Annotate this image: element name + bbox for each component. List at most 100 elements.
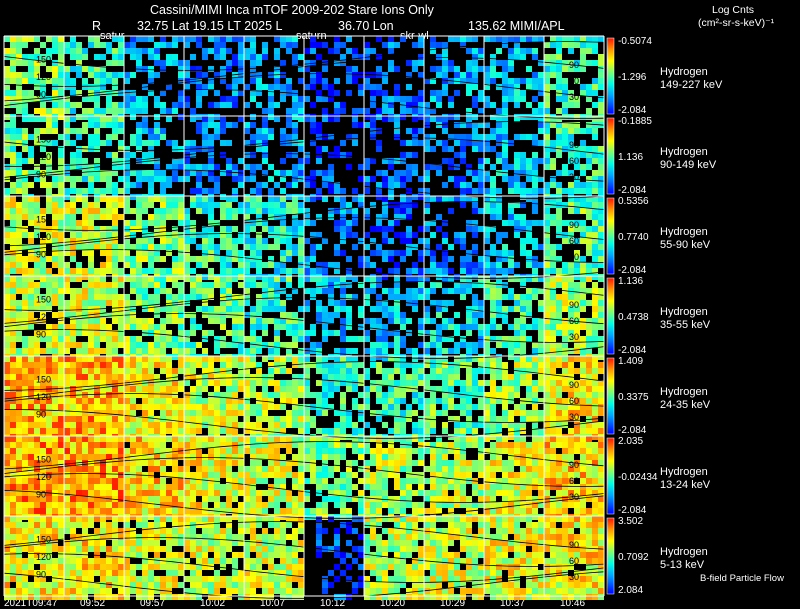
bfield-label: B-field Particle Flow	[700, 573, 784, 584]
colorbar-tick: 2.084	[618, 584, 644, 596]
row-label: Hydrogen 149-227 keV	[660, 66, 722, 92]
contour-label: 90	[36, 170, 46, 180]
x-tick-label: 2021T09:47	[4, 598, 58, 609]
contour-label: 30	[569, 172, 579, 182]
colorbar-tick: -2.084	[618, 504, 647, 516]
lat-lt-label: 32.75 Lat 19.15 LT 2025 L	[137, 19, 283, 33]
colorbar	[606, 517, 615, 595]
row-species: Hydrogen	[660, 306, 708, 319]
contour-label: 90	[569, 380, 579, 390]
contour-label: 150	[36, 454, 51, 464]
colorbar-tick: 1.136	[618, 152, 644, 163]
colorbar	[606, 117, 615, 195]
contour-label: 90	[569, 460, 579, 470]
contour-label: 120	[36, 472, 51, 482]
contour-label: 30	[569, 412, 579, 422]
x-tick-label: 09:52	[80, 598, 106, 609]
contour-label: 150	[36, 374, 51, 384]
contour-label: 120	[36, 312, 51, 322]
contour-label: 90	[569, 300, 579, 310]
row-label: Hydrogen 13-24 keV	[660, 466, 710, 492]
x-tick-label: 09:57	[140, 598, 166, 609]
row-species: Hydrogen	[660, 386, 708, 399]
contour-label: 30	[569, 572, 579, 582]
heatmap-cells	[4, 36, 604, 600]
colorbar	[606, 197, 615, 275]
contour-label: 120	[36, 72, 51, 82]
contour-label: 90	[569, 220, 579, 230]
contour-label: 90	[36, 250, 46, 260]
colorbar-tick: 2.035	[618, 436, 644, 447]
contour-label: 60	[569, 556, 579, 566]
contour-label: 60	[569, 76, 579, 86]
colorbar-tick: 0.4738	[618, 312, 649, 323]
colorbar-tick: -0.1885	[618, 116, 652, 127]
colorbar-tick: -0.02434	[618, 472, 658, 483]
colorbar-tick: -2.084	[618, 424, 647, 436]
row-energy: 90-149 keV	[660, 159, 717, 172]
row-label: Hydrogen 90-149 keV	[660, 146, 716, 172]
contour-label: 90	[36, 410, 46, 420]
row-species: Hydrogen	[660, 226, 708, 239]
row-species: Hydrogen	[660, 66, 708, 79]
contour-label: 30	[569, 492, 579, 502]
contour-label: 30	[569, 92, 579, 102]
contour-label: 150	[36, 134, 51, 144]
contour-label: 60	[569, 396, 579, 406]
contour-label: 90	[569, 540, 579, 550]
row-label: Hydrogen 5-13 keV	[660, 546, 708, 572]
row-energy: 24-35 keV	[660, 399, 711, 412]
contour-label: 60	[569, 156, 579, 166]
x-tick-label: 10:12	[320, 598, 346, 609]
contour-label: 90	[36, 330, 46, 340]
r-label: R	[92, 19, 102, 33]
contour-label: 150	[36, 294, 51, 304]
colorbar-tick: 0.5356	[618, 196, 649, 207]
colorbar-tick: 1.409	[618, 356, 644, 367]
colorbar-tick: -2.084	[618, 344, 647, 356]
row-species: Hydrogen	[660, 546, 708, 559]
x-tick-label: 10:20	[380, 598, 406, 609]
colorbar-tick: 1.136	[618, 276, 644, 287]
row-species: Hydrogen	[660, 146, 708, 159]
units-line2: (cm²-sr-s-keV)⁻¹	[698, 17, 775, 29]
colorbar-tick: -2.084	[618, 264, 647, 276]
colorbar	[606, 277, 615, 355]
x-tick-label: 10:46	[560, 598, 586, 609]
row-species: Hydrogen	[660, 466, 708, 479]
x-tick-label: 10:29	[440, 598, 466, 609]
contour-label: 90	[36, 490, 46, 500]
contour-label: 120	[36, 152, 51, 162]
row-energy: 149-227 keV	[660, 79, 723, 92]
contour-label: 120	[36, 392, 51, 402]
colorbar	[606, 37, 615, 115]
x-tick-label: 10:02	[200, 598, 226, 609]
row-label: Hydrogen 55-90 keV	[660, 226, 710, 252]
contour-label: 150	[36, 54, 51, 64]
row-energy: 55-90 keV	[660, 239, 711, 252]
colorbar-tick: 0.7092	[618, 552, 649, 563]
colorbar	[606, 437, 615, 515]
contour-label: 60	[569, 476, 579, 486]
colorbar-tick: 0.3375	[618, 392, 649, 403]
mimi-label: 135.62 MIMI/APL	[468, 19, 565, 33]
row-energy: 5-13 keV	[660, 559, 705, 572]
colorbar-tick: 3.502	[618, 516, 644, 527]
row-label: Hydrogen 35-55 keV	[660, 306, 710, 332]
lon-label: 36.70 Lon	[338, 19, 394, 33]
row-label: Hydrogen 24-35 keV	[660, 386, 710, 412]
contour-line	[3, 571, 605, 599]
colorbar	[606, 357, 615, 435]
row-energy: 35-55 keV	[660, 319, 711, 332]
contour-label: 90	[569, 60, 579, 70]
contour-label: 150	[36, 534, 51, 544]
contour-label: 30	[569, 252, 579, 262]
contour-label: 120	[36, 552, 51, 562]
colorbar-tick: -2.084	[618, 104, 647, 116]
units-line1: Log Cnts	[712, 4, 755, 16]
colorbar-tick: -1.296	[618, 72, 647, 83]
x-tick-label: 10:37	[500, 598, 526, 609]
colorbar-tick: -0.5074	[618, 36, 652, 47]
contour-label: 90	[569, 140, 579, 150]
